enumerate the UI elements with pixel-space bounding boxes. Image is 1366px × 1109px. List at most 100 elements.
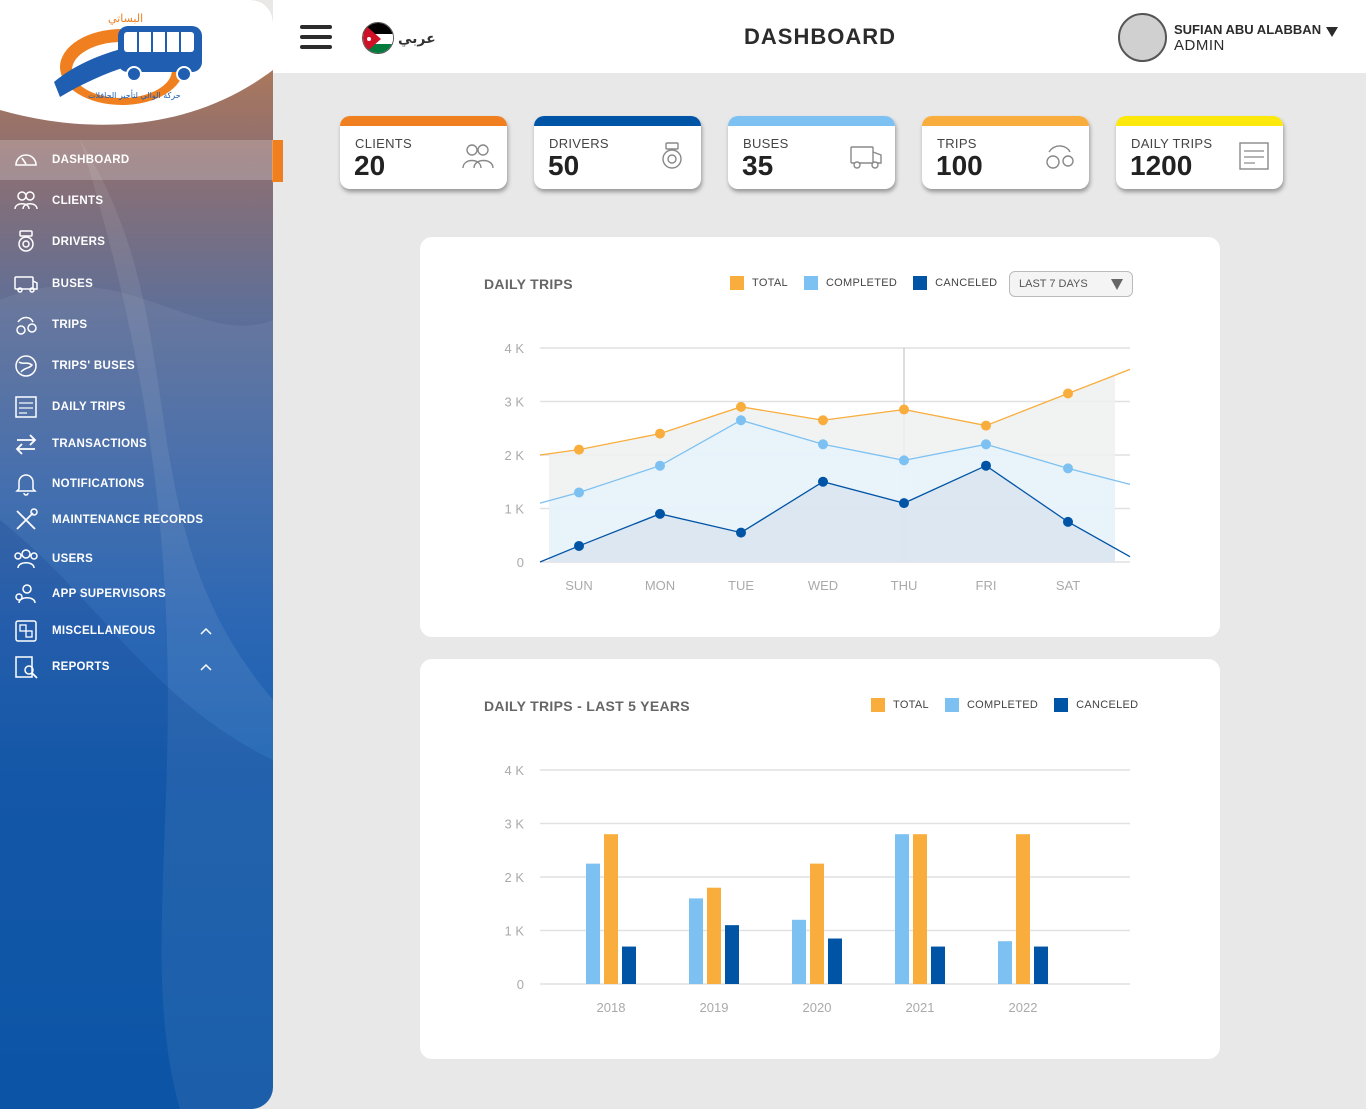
range-dropdown-value: LAST 7 DAYS [1019,278,1088,290]
sidebar: البساتي حركة الوالي لتأجير الحافلات [0,0,273,1109]
avatar[interactable] [1118,13,1167,62]
x-tick-label: SAT [1056,578,1080,593]
sidebar-item-users[interactable]: USERS [0,539,273,579]
stat-card-daily-trips[interactable]: DAILY TRIPS 1200 [1116,116,1283,189]
daily-trips-panel: 0 1 K 2 K 3 K 4 K SUN MON TUE WED THU FRI SAT DAILY… [420,237,1220,637]
transactions-icon [13,431,39,457]
reports-icon [13,654,39,680]
stat-card-accent [340,116,507,126]
logo-tagline: حركة الوالي لتأجير الحافلات [88,89,181,100]
bar-total-2021 [913,834,927,984]
bus-icon [13,271,39,297]
bar-completed-2021 [895,834,909,984]
legend-item-completed: COMPLETED [944,698,1038,712]
stat-card-value: 1200 [1130,150,1193,181]
bar-canceled-2022 [1034,946,1048,984]
stat-card-label: DRIVERS [549,136,609,151]
sidebar-item-label: BUSES [52,278,94,290]
chevron-up-icon[interactable] [199,624,213,638]
y-tick-label: 4 K [504,763,524,778]
x-tick-label: SUN [565,578,592,593]
menu-toggle-button[interactable] [300,25,332,49]
users-group-icon [13,546,39,572]
daily-trips-icon [13,394,39,420]
stat-card-accent [922,116,1089,126]
sidebar-item-drivers[interactable]: DRIVERS [0,222,273,262]
tools-icon [13,507,39,533]
bar-completed-2022 [998,941,1012,984]
sidebar-item-trips-buses[interactable]: TRIPS' BUSES [0,346,273,386]
sidebar-item-buses[interactable]: BUSES [0,264,273,304]
data-point-total [574,444,584,455]
x-tick-label: FRI [976,578,997,593]
supervisor-icon [13,581,39,607]
bell-icon [13,471,39,497]
language-label: عربي [398,29,436,46]
language-switch[interactable]: عربي [362,22,436,54]
sidebar-item-label: CLIENTS [52,195,104,207]
data-point-canceled [574,540,584,551]
sidebar-item-label: NOTIFICATIONS [52,478,145,490]
stat-card-buses[interactable]: BUSES 35 [728,116,895,189]
data-point-total [655,428,665,439]
sidebar-item-reports[interactable]: REPORTS [0,647,273,687]
range-dropdown[interactable]: LAST 7 DAYS [1009,271,1133,297]
bar-canceled-2018 [622,946,636,984]
sidebar-item-maintenance-records[interactable]: MAINTENANCE RECORDS [0,500,273,540]
user-menu-caret-icon[interactable] [1326,27,1338,37]
x-tick-label: WED [808,578,838,593]
legend-item-canceled: CANCELED [913,276,997,290]
y-tick-label: 2 K [504,870,524,885]
sidebar-item-label: APP SUPERVISORS [52,588,167,600]
bar-completed-2019 [689,898,703,984]
sidebar-item-label: TRANSACTIONS [52,438,147,450]
data-point-total [736,401,746,412]
sidebar-item-clients[interactable]: CLIENTS [0,181,273,221]
sidebar-item-label: USERS [52,553,94,565]
sidebar-item-transactions[interactable]: TRANSACTIONS [0,424,273,464]
stat-card-trips[interactable]: TRIPS 100 [922,116,1089,189]
y-tick-label: 0 [517,977,524,992]
y-tick-label: 3 K [504,817,524,832]
data-point-completed [981,439,991,450]
x-tick-label: 2019 [700,1000,729,1015]
trips-icon [1046,145,1074,169]
x-tick-label: 2020 [803,1000,832,1015]
x-tick-label: 2022 [1009,1000,1038,1015]
active-nav-marker [272,140,283,182]
sidebar-item-dashboard[interactable]: DASHBOARD [0,140,273,180]
stat-card-accent [1116,116,1283,126]
trips-buses-icon [13,353,39,379]
page-title: DASHBOARD [744,24,896,49]
data-point-canceled [655,508,665,519]
sidebar-item-trips[interactable]: TRIPS [0,305,273,345]
y-tick-label: 1 K [504,502,524,517]
sidebar-item-label: MAINTENANCE RECORDS [52,514,204,526]
stat-card-value: 20 [354,150,386,181]
sidebar-item-notifications[interactable]: NOTIFICATIONS [0,464,273,504]
stat-card-label: CLIENTS [355,136,413,151]
bar-total-2020 [810,863,824,984]
sidebar-item-daily-trips[interactable]: DAILY TRIPS [0,387,273,427]
sidebar-item-label: DAILY TRIPS [52,401,126,413]
sidebar-item-miscellaneous[interactable]: MISCELLANEOUS [0,611,273,651]
yearly-trips-panel: 0 1 K 2 K 3 K 4 K 2018 2019 2020 2021 2022 DAILY … [420,659,1220,1059]
data-point-total [818,415,828,426]
data-point-canceled [1063,516,1073,527]
sidebar-item-app-supervisors[interactable]: APP SUPERVISORS [0,574,273,614]
sidebar-item-label: REPORTS [52,661,110,673]
stat-card-accent [728,116,895,126]
data-point-total [981,420,991,431]
chevron-up-icon[interactable] [199,660,213,674]
stat-card-drivers[interactable]: DRIVERS 50 [534,116,701,189]
stat-card-clients[interactable]: CLIENTS 20 [340,116,507,189]
driver-icon [662,142,682,169]
sidebar-item-label: TRIPS' BUSES [52,360,136,372]
daily-trips-icon [1239,142,1269,170]
legend-item-total: TOTAL [871,698,929,712]
chevron-down-icon [1111,279,1123,290]
stat-card-accent [534,116,701,126]
sidebar-item-label: MISCELLANEOUS [52,625,156,637]
user-name: SUFIAN ABU ALABBAN [1174,22,1322,37]
data-point-canceled [818,476,828,487]
